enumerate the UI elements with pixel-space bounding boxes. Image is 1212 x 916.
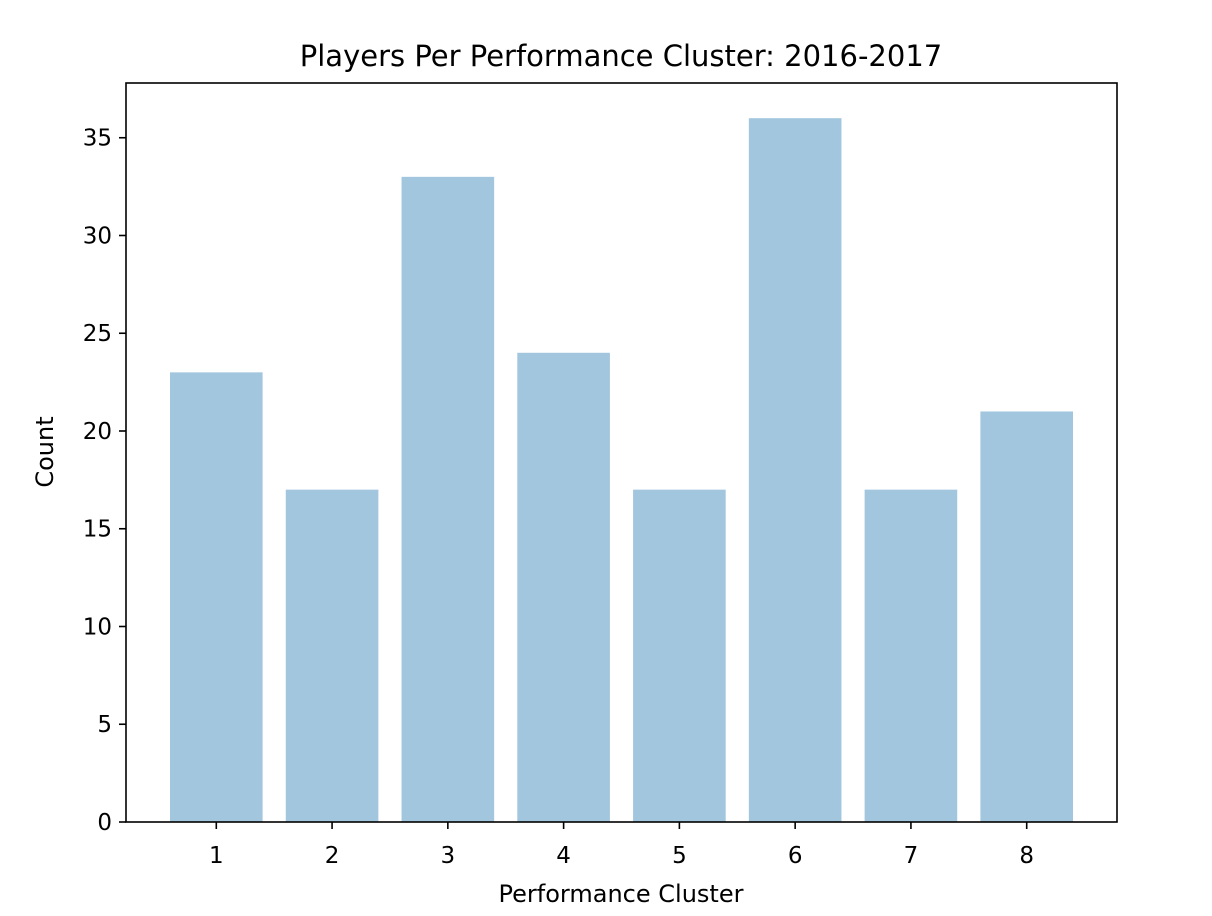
y-tick-label: 20 — [83, 419, 112, 445]
y-tick-label: 0 — [97, 810, 112, 836]
y-axis: 0 5 10 15 20 25 30 35 — [83, 126, 126, 836]
bar-1 — [169, 372, 263, 822]
bar-7 — [864, 489, 958, 822]
chart-title: Players Per Performance Cluster: 2016-20… — [300, 39, 942, 73]
x-axis: 1 2 3 4 5 6 7 8 — [209, 822, 1034, 869]
bar-8 — [980, 411, 1074, 822]
x-axis-label: Performance Cluster — [499, 880, 744, 908]
x-tick-label: 6 — [788, 843, 803, 869]
y-tick-label: 10 — [83, 614, 112, 640]
bar-6 — [748, 118, 842, 822]
bars-group — [169, 118, 1074, 823]
y-tick-label: 25 — [83, 321, 112, 347]
bar-4 — [517, 352, 610, 822]
y-tick-label: 30 — [83, 223, 112, 249]
y-tick-label: 35 — [83, 126, 112, 152]
bar-5 — [633, 489, 726, 822]
x-tick-label: 7 — [904, 843, 919, 869]
x-tick-label: 3 — [441, 843, 456, 869]
x-tick-label: 2 — [325, 843, 340, 869]
x-tick-label: 1 — [209, 843, 224, 869]
x-tick-label: 4 — [556, 843, 571, 869]
plot-frame — [125, 82, 1118, 823]
bar-3 — [401, 176, 495, 823]
y-tick-label: 15 — [83, 517, 112, 543]
bar-2 — [285, 489, 379, 822]
x-tick-label: 5 — [672, 843, 687, 869]
y-tick-label: 5 — [97, 712, 112, 738]
y-axis-label: Count — [31, 416, 59, 487]
x-tick-label: 8 — [1019, 843, 1034, 869]
